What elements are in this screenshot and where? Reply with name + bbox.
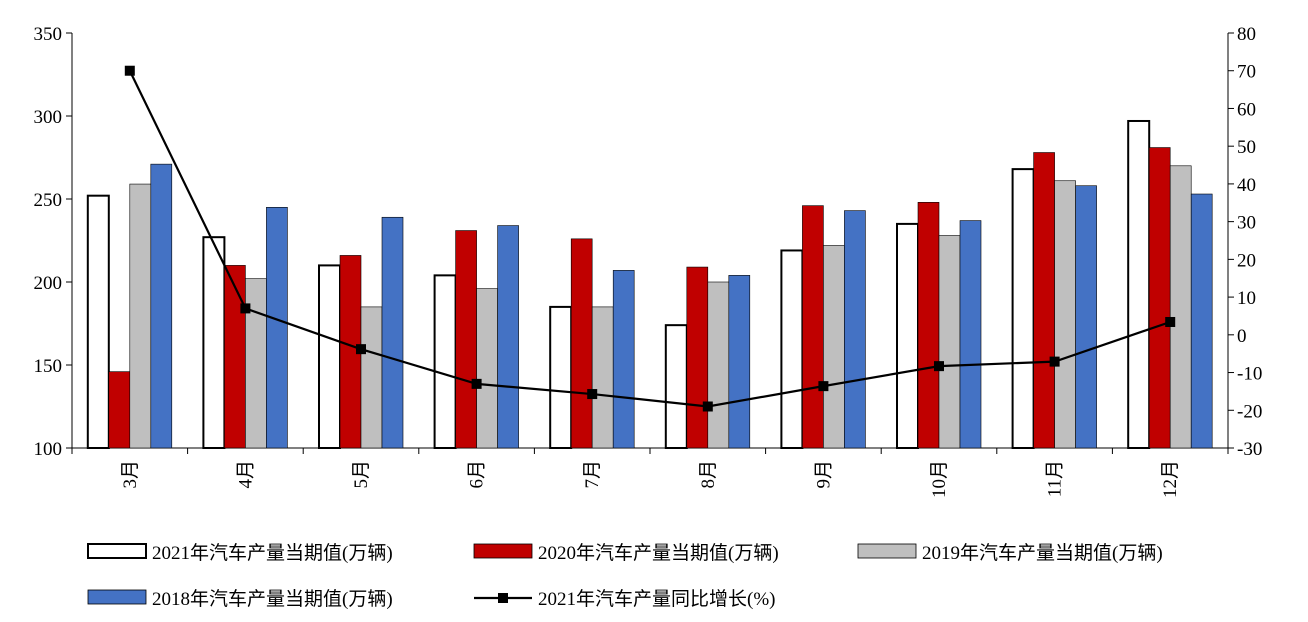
legend-label-5: 2021年汽车产量同比增长(%) xyxy=(538,588,775,610)
bar-3-3 xyxy=(360,306,383,449)
y-right-tick-label: -20 xyxy=(1237,401,1262,422)
x-tick-label: 5月 xyxy=(351,460,372,489)
y-left-tick-label: 200 xyxy=(34,273,63,294)
bar-2-10 xyxy=(1148,147,1171,449)
growth-marker-7 xyxy=(818,381,829,392)
bar-group xyxy=(86,119,1213,449)
growth-marker-10 xyxy=(1165,316,1176,327)
legend-marker xyxy=(498,593,508,603)
y-right-tick-label: 20 xyxy=(1237,250,1256,271)
y-right-tick-label: 40 xyxy=(1237,175,1256,196)
bar-3-9 xyxy=(1054,180,1076,449)
bar-3-5 xyxy=(591,306,614,449)
bar-1-10 xyxy=(1127,119,1151,449)
growth-marker-4 xyxy=(471,378,482,389)
legend-swatch-4 xyxy=(87,589,147,605)
bar-2-6 xyxy=(686,266,709,449)
y-left-tick-label: 150 xyxy=(34,356,63,377)
bar-4-6 xyxy=(728,275,751,449)
bar-4-3 xyxy=(381,216,404,449)
growth-marker-3 xyxy=(356,344,366,355)
bar-3-6 xyxy=(707,281,730,449)
growth-marker-9 xyxy=(1049,356,1060,367)
growth-marker-5 xyxy=(587,389,598,400)
bar-2-5 xyxy=(570,238,593,449)
growth-marker-2 xyxy=(240,303,251,314)
x-tick-label: 3月 xyxy=(120,460,141,489)
bar-2-7 xyxy=(802,205,824,449)
bar-1-3 xyxy=(318,264,341,449)
bar-4-4 xyxy=(497,225,519,449)
growth-marker-6 xyxy=(702,401,713,412)
bar-2-8 xyxy=(917,202,940,449)
bar-2-2 xyxy=(224,265,246,449)
bar-4-10 xyxy=(1190,193,1213,449)
line-series xyxy=(124,65,1176,412)
x-tick-label: 4月 xyxy=(235,460,256,489)
y-right-tick-label: 70 xyxy=(1237,62,1256,83)
legend-swatch-1 xyxy=(87,543,147,559)
y-left-tick-label: 300 xyxy=(34,107,63,128)
x-tick-label: 12月 xyxy=(1160,460,1181,498)
growth-marker-1 xyxy=(124,65,135,76)
legend-label-4: 2018年汽车产量当期值(万辆) xyxy=(152,588,393,610)
bar-1-1 xyxy=(86,194,110,449)
legend-swatch-2 xyxy=(473,543,533,559)
x-tick-label: 9月 xyxy=(813,460,834,489)
y-left-tick-label: 250 xyxy=(34,190,63,211)
y-right-tick-label: 30 xyxy=(1237,213,1256,234)
y-right-tick-label: 0 xyxy=(1237,326,1247,347)
legend-label-1: 2021年汽车产量当期值(万辆) xyxy=(152,542,393,564)
bar-4-5 xyxy=(612,270,635,449)
y-right-tick-label: 10 xyxy=(1237,288,1256,309)
bar-4-1 xyxy=(150,163,173,449)
x-tick-labels: 3月 4月 5月 6月 7月 8月 9月 10月 11月 12月 xyxy=(120,460,1181,498)
x-tick-label: 11月 xyxy=(1045,460,1066,497)
y-left-tick-label: 350 xyxy=(34,24,63,45)
legend-label-2: 2020年汽车产量当期值(万辆) xyxy=(538,542,779,564)
bar-2-4 xyxy=(455,230,477,449)
bar-2-9 xyxy=(1033,152,1055,449)
x-tick-label: 8月 xyxy=(698,460,719,489)
y-right-tick-label: -30 xyxy=(1237,439,1262,460)
bar-4-2 xyxy=(266,207,288,449)
bar-1-2 xyxy=(202,236,226,449)
bar-1-7 xyxy=(780,249,804,449)
bar-4-8 xyxy=(959,220,982,449)
bar-1-6 xyxy=(664,324,688,449)
bar-3-10 xyxy=(1169,165,1192,449)
growth-line xyxy=(128,70,1171,408)
bar-3-4 xyxy=(476,288,498,449)
legend-swatch-3 xyxy=(857,543,917,559)
bar-1-4 xyxy=(433,274,457,449)
bar-4-7 xyxy=(844,210,866,449)
bar-4-9 xyxy=(1075,185,1097,449)
legend: 2021年汽车产量当期值(万辆) 2020年汽车产量当期值(万辆) 2019年汽车产… xyxy=(87,542,1163,610)
legend-label-3: 2019年汽车产量当期值(万辆) xyxy=(922,542,1163,564)
bar-2-1 xyxy=(108,371,131,449)
bar-1-9 xyxy=(1011,168,1035,449)
growth-marker-8 xyxy=(934,361,944,372)
x-tick-label: 6月 xyxy=(467,460,488,489)
y-right-tick-label: -10 xyxy=(1237,364,1262,385)
y-right-tick-label: 50 xyxy=(1237,137,1256,158)
y-right-tick-label: 80 xyxy=(1237,24,1256,45)
bar-3-8 xyxy=(938,235,961,449)
bar-3-1 xyxy=(129,183,152,449)
y-left-tick-label: 100 xyxy=(34,439,63,460)
x-tick-label: 10月 xyxy=(929,460,950,498)
bar-1-5 xyxy=(549,305,573,449)
y-right-tick-label: 60 xyxy=(1237,99,1256,120)
bar-3-7 xyxy=(823,245,845,449)
bar-1-8 xyxy=(896,222,919,449)
x-tick-label: 7月 xyxy=(582,460,603,489)
